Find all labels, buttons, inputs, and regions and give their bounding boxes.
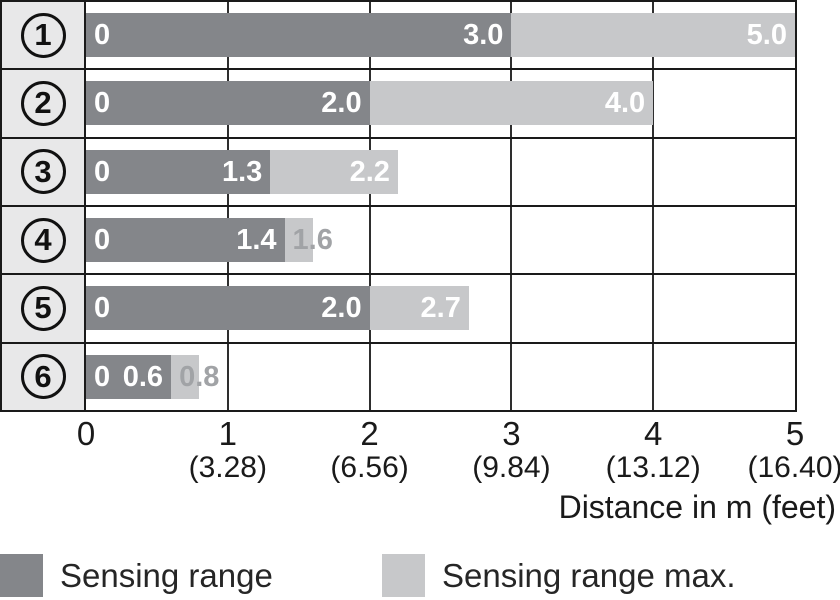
gridline [510,206,513,274]
gridline [652,275,655,342]
bar-sensing-value: 0.6 [122,360,164,393]
row-id-cell: 6 [2,343,86,410]
row-id-badge: 3 [20,149,66,195]
gridline [652,70,655,137]
sensing-range-bar: 0 3.0 [86,13,512,57]
bar-sensing-value: 2.0 [321,87,362,120]
sensing-range-max-bar [284,217,313,262]
x-axis-tick: 1 (3.28) [189,416,267,484]
bar-max-value: 4.0 [604,87,646,120]
gridline [510,343,513,410]
x-axis-tick: 0 [77,416,95,452]
row-plot: 0 2.0 4.0 [86,70,795,137]
sensing-range-bar: 0 1.3 [86,149,271,194]
x-axis: 0 1 (3.28) 2 (6.56) 3 (9.84) 4 (13.12) 5 (16.40) [77,416,840,492]
row-id-cell: 5 [2,275,86,342]
legend-label: Sensing range [60,556,273,594]
sensing-range-max-bar: 4.0 [369,81,654,126]
tick-feet: (6.56) [330,451,409,484]
row-id-cell: 1 [2,2,86,69]
row-plot: 0 3.0 5.0 [86,2,795,69]
bar-zero-label: 0 [94,223,111,256]
sensing-range-bar: 0 2.0 [86,81,370,126]
legend-label: Sensing range max. [442,556,736,594]
gridline [226,343,229,410]
sensing-range-max-bar: 2.7 [369,286,469,331]
row-plot: 0 1.4 1.6 [86,206,795,274]
chart-row: 4 0 1.4 1.6 [2,206,795,276]
bar-max-value: 2.2 [349,155,390,188]
sensing-range-max-bar: 2.2 [270,149,398,194]
row-id-badge: 2 [20,80,66,126]
gridline [652,343,655,410]
bar-max-value-overflow: 0.8 [179,360,220,393]
tick-meters: 4 [644,415,663,452]
bar-zero-label: 0 [94,155,111,188]
row-id-cell: 4 [2,206,86,274]
tick-feet: (13.12) [605,451,701,484]
bar-sensing-value: 2.0 [321,292,362,325]
row-id-badge: 4 [20,217,66,263]
row-id-cell: 2 [2,70,86,137]
tick-feet: (3.28) [188,451,267,484]
bar-zero-label: 0 [94,360,111,393]
row-plot: 0 0.6 0.8 [86,343,795,410]
bar-zero-label: 0 [94,87,111,120]
sensing-range-bar: 0 0.6 [86,354,172,399]
bar-sensing-value: 1.3 [222,155,263,188]
gridline [652,138,655,205]
chart-row: 5 0 2.0 2.7 [2,275,795,344]
tick-meters: 1 [218,415,237,452]
bar-max-value-overflow: 1.6 [292,223,333,256]
sensing-range-max-bar: 5.0 [511,13,795,57]
x-axis-tick: 4 (13.12) [606,416,701,484]
row-plot: 0 2.0 2.7 [86,275,795,342]
row-id-badge: 6 [20,354,66,400]
row-plot: 0 1.3 2.2 [86,138,795,205]
legend-item: Sensing range max. [382,554,736,597]
x-axis-tick: 5 (16.40) [747,416,840,484]
chart-row: 2 0 2.0 4.0 [2,70,795,139]
gridline [510,275,513,342]
bar-max-value: 2.7 [420,292,461,325]
row-id-badge: 5 [20,285,66,331]
legend-item: Sensing range [0,554,273,597]
tick-meters: 5 [785,415,805,452]
sensing-range-bar: 0 2.0 [86,286,370,331]
bar-zero-label: 0 [94,19,111,51]
gridline [510,138,513,205]
chart-row: 6 0 0.6 0.8 [2,343,795,410]
x-axis-tick: 3 (9.84) [472,416,550,484]
x-axis-tick: 2 (6.56) [330,416,408,484]
bar-sensing-value: 3.0 [463,19,504,51]
tick-meters: 0 [76,415,96,452]
gridline [368,206,371,274]
sensing-range-bar: 0 1.4 [86,217,285,262]
tick-feet: (16.40) [747,451,840,484]
chart-row: 1 0 3.0 5.0 [2,2,795,71]
tick-meters: 3 [502,415,521,452]
chart-plot-area: 1 0 3.0 5.0 2 0 2.0 4.0 3 0 1.3 2.2 4 0 1.4 1.6 5 0 2.0 2.7… [0,0,797,412]
x-axis-title: Distance in m (feet) [558,489,836,525]
sensing-range-max-bar [171,354,200,399]
bar-zero-label: 0 [94,292,111,325]
gridline [652,206,655,274]
tick-feet: (9.84) [472,451,551,484]
row-id-cell: 3 [2,138,86,205]
tick-meters: 2 [360,415,379,452]
chart-row: 3 0 1.3 2.2 [2,138,795,207]
gridline [368,343,371,410]
row-id-badge: 1 [20,12,66,58]
bar-max-value: 5.0 [746,19,787,51]
sensing-range-max-swatch [382,554,425,597]
sensing-range-swatch [0,554,43,597]
bar-sensing-value: 1.4 [236,223,277,256]
